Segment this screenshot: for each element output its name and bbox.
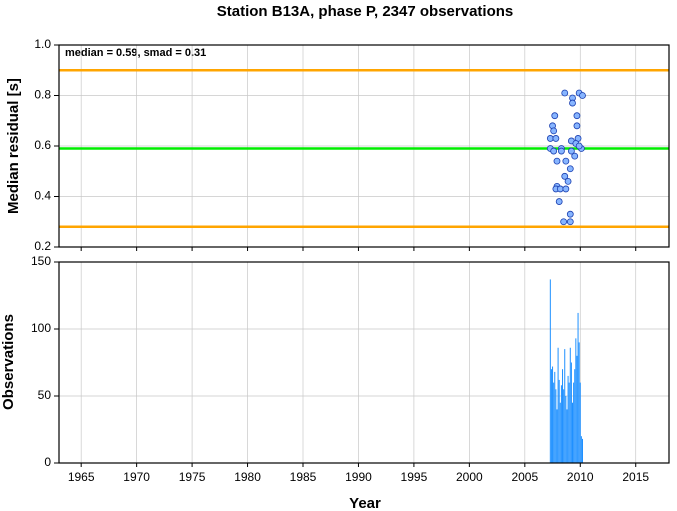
point [550, 147, 558, 155]
point [560, 218, 568, 226]
point [562, 185, 570, 193]
y-tick-label: 0.8 [34, 88, 51, 102]
bar [567, 375, 569, 463]
point [553, 157, 561, 165]
point [562, 157, 570, 165]
bar [579, 382, 581, 463]
bar [549, 279, 551, 463]
point [568, 147, 575, 155]
bar [573, 382, 575, 463]
bar [577, 312, 579, 463]
y-tick-label: 150 [31, 254, 51, 268]
bar [572, 402, 574, 463]
x-axis-label: Year [349, 495, 381, 511]
point [571, 152, 579, 160]
y-tick-label: 1.0 [34, 37, 51, 51]
y-tick-label: 0 [44, 455, 51, 469]
bar [566, 409, 568, 463]
bar [581, 438, 583, 463]
x-tick-label: 2015 [622, 470, 649, 484]
x-tick-label: 1995 [401, 470, 428, 484]
bar [575, 338, 577, 463]
point [558, 147, 565, 155]
bar [569, 347, 571, 463]
point [573, 122, 581, 130]
y-tick-label: 0.4 [34, 189, 51, 203]
bar [550, 369, 552, 463]
bar [560, 385, 562, 463]
y-tick-label: 50 [38, 388, 52, 402]
point [551, 112, 559, 120]
bar [570, 362, 572, 463]
bar [580, 436, 582, 463]
bar [554, 371, 556, 463]
x-tick-label: 2010 [567, 470, 594, 484]
y-axis-label: Observations [0, 314, 17, 410]
bar [557, 347, 559, 463]
bar [558, 379, 560, 463]
bar [556, 409, 558, 463]
x-tick-label: 1970 [123, 470, 150, 484]
bar [576, 355, 578, 463]
point [573, 112, 581, 120]
bar [559, 402, 561, 463]
x-tick-label: 2000 [456, 470, 483, 484]
annotation: median = 0.59, smad = 0.31 [65, 47, 206, 59]
chart-title: Station B13A, phase P, 2347 observations [217, 3, 514, 20]
point [564, 177, 572, 185]
plot-frame [58, 261, 670, 464]
point [566, 165, 574, 173]
point [555, 198, 563, 205]
point [546, 135, 554, 142]
bar [565, 396, 567, 463]
point [556, 185, 564, 193]
bar [563, 389, 565, 463]
bar [553, 382, 555, 463]
x-tick-label: 1975 [179, 470, 206, 484]
point [575, 142, 583, 150]
point [579, 92, 586, 99]
bar [564, 349, 566, 463]
x-tick-label: 1965 [68, 470, 95, 484]
bar [574, 369, 576, 463]
bar [555, 389, 557, 463]
point [561, 89, 569, 97]
x-tick-label: 1985 [290, 470, 317, 484]
bar [562, 369, 564, 463]
x-tick-label: 1980 [234, 470, 261, 484]
point [550, 127, 558, 135]
plot-frame [58, 44, 670, 248]
y-tick-label: 100 [31, 321, 51, 335]
point [552, 135, 560, 142]
bar [552, 366, 554, 463]
x-tick-label: 2005 [511, 470, 538, 484]
point [566, 210, 574, 218]
y-axis-label: Median residual [s] [5, 78, 22, 214]
point [561, 172, 569, 180]
point [566, 218, 574, 226]
y-tick-label: 0.6 [34, 138, 51, 152]
bar [568, 382, 570, 463]
bar [578, 342, 580, 463]
point [569, 99, 576, 107]
x-tick-label: 1990 [345, 470, 372, 484]
y-tick-label: 0.2 [34, 239, 51, 253]
